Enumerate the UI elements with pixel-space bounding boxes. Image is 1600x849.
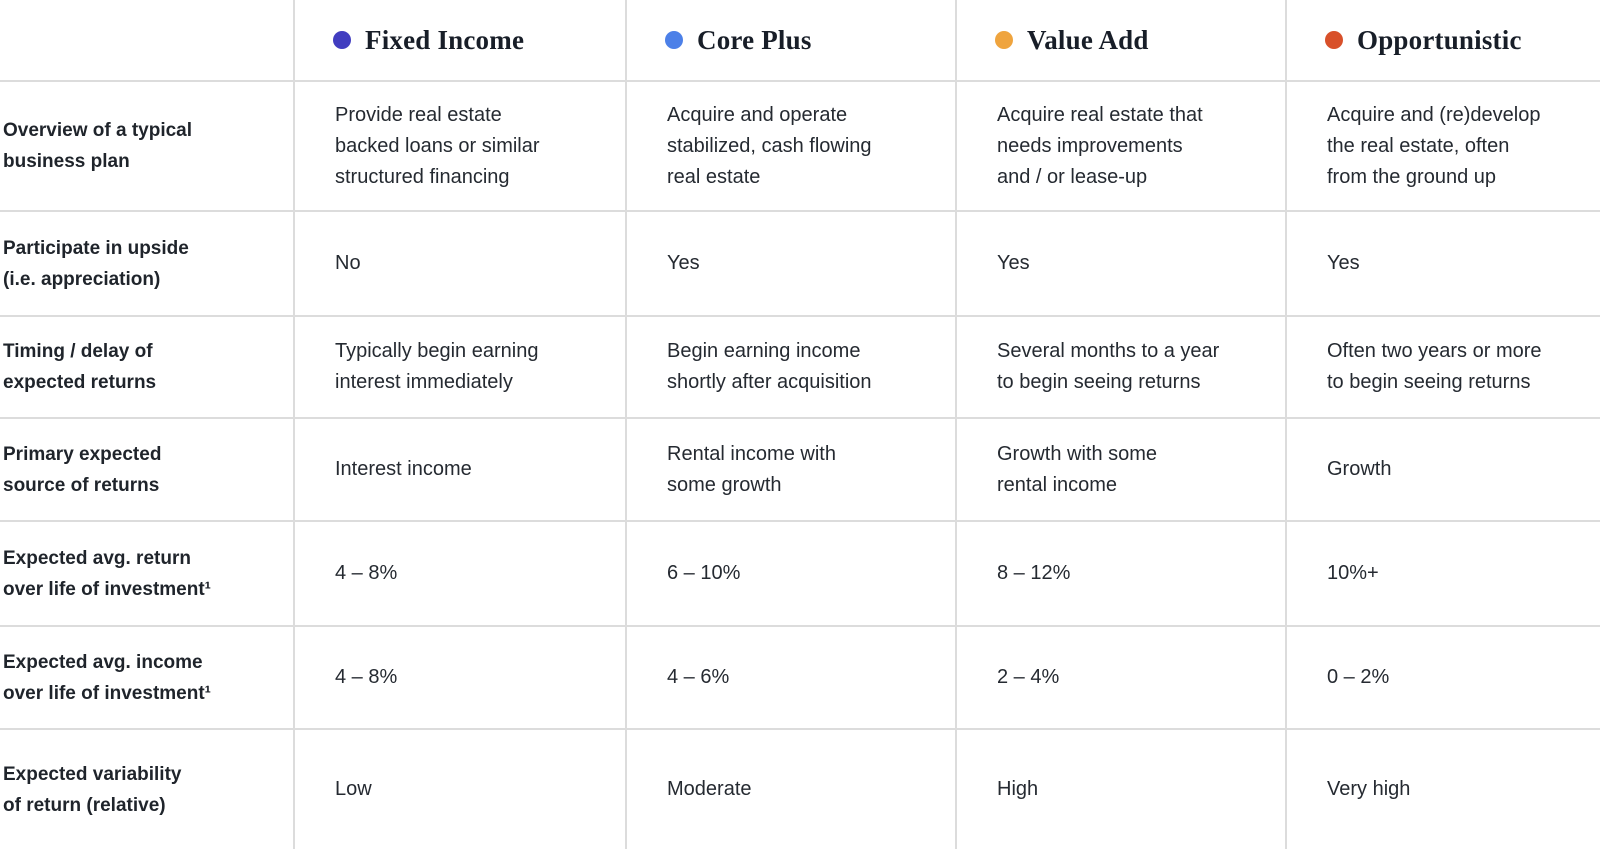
value-add-dot-icon	[995, 31, 1013, 49]
table-cell: Rental income with some growth	[625, 419, 955, 520]
table-cell: 8 – 12%	[955, 522, 1285, 625]
column-header-opportunistic: Opportunistic	[1285, 0, 1600, 80]
table-cell: Several months to a year to begin seeing…	[955, 317, 1285, 417]
column-header-value-add: Value Add	[955, 0, 1285, 80]
table-cell: 4 – 6%	[625, 627, 955, 728]
core-plus-dot-icon	[665, 31, 683, 49]
table-cell: Growth	[1285, 419, 1600, 520]
fixed-income-dot-icon	[333, 31, 351, 49]
column-header-label: Value Add	[1027, 24, 1149, 55]
table-cell: Interest income	[293, 419, 625, 520]
row-label: Primary expected source of returns	[3, 443, 162, 496]
table-row-timing: Timing / delay of expected returns Typic…	[0, 315, 1600, 417]
column-header-label: Opportunistic	[1357, 24, 1522, 55]
table-cell: Growth with some rental income	[955, 419, 1285, 520]
table-cell: Often two years or more to begin seeing …	[1285, 317, 1600, 417]
table-cell: Acquire and operate stabilized, cash flo…	[625, 82, 955, 210]
table-cell: Moderate	[625, 730, 955, 849]
table-cell: 10%+	[1285, 522, 1600, 625]
table-cell: Very high	[1285, 730, 1600, 849]
column-header-label: Core Plus	[697, 24, 812, 55]
column-header-core-plus: Core Plus	[625, 0, 955, 80]
table-cell: Provide real estate backed loans or simi…	[293, 82, 625, 210]
table-cell: Begin earning income shortly after acqui…	[625, 317, 955, 417]
table-cell: Typically begin earning interest immedia…	[293, 317, 625, 417]
row-label: Overview of a typical business plan	[3, 120, 193, 172]
table-cell: 0 – 2%	[1285, 627, 1600, 728]
table-row-overview: Overview of a typical business plan Prov…	[0, 80, 1600, 210]
table-cell: High	[955, 730, 1285, 849]
table-cell: 2 – 4%	[955, 627, 1285, 728]
table-row-primary-source: Primary expected source of returns Inter…	[0, 417, 1600, 520]
opportunistic-dot-icon	[1325, 31, 1343, 49]
row-label: Expected avg. return over life of invest…	[3, 547, 211, 600]
table-cell: Acquire real estate that needs improveme…	[955, 82, 1285, 210]
table-cell: Yes	[625, 212, 955, 315]
column-header-fixed-income: Fixed Income	[293, 0, 625, 80]
table-row-expected-return: Expected avg. return over life of invest…	[0, 520, 1600, 625]
row-label: Timing / delay of expected returns	[3, 341, 157, 393]
header-empty-cell	[0, 0, 293, 80]
table-row-variability: Expected variability of return (relative…	[0, 728, 1600, 849]
table-cell: Yes	[955, 212, 1285, 315]
column-header-label: Fixed Income	[365, 24, 525, 55]
table-cell: 6 – 10%	[625, 522, 955, 625]
table-cell: 4 – 8%	[293, 522, 625, 625]
row-label: Participate in upside (i.e. appreciation…	[3, 237, 189, 290]
row-label: Expected avg. income over life of invest…	[3, 651, 211, 704]
table-header-row: Fixed Income Core Plus Value Add Opportu…	[0, 0, 1600, 80]
table-cell: 4 – 8%	[293, 627, 625, 728]
table-cell: Yes	[1285, 212, 1600, 315]
table-row-participate-upside: Participate in upside (i.e. appreciation…	[0, 210, 1600, 315]
table-row-expected-income: Expected avg. income over life of invest…	[0, 625, 1600, 728]
table-cell: Acquire and (re)develop the real estate,…	[1285, 82, 1600, 210]
row-label: Expected variability of return (relative…	[3, 763, 182, 816]
table-cell: No	[293, 212, 625, 315]
table-cell: Low	[293, 730, 625, 849]
